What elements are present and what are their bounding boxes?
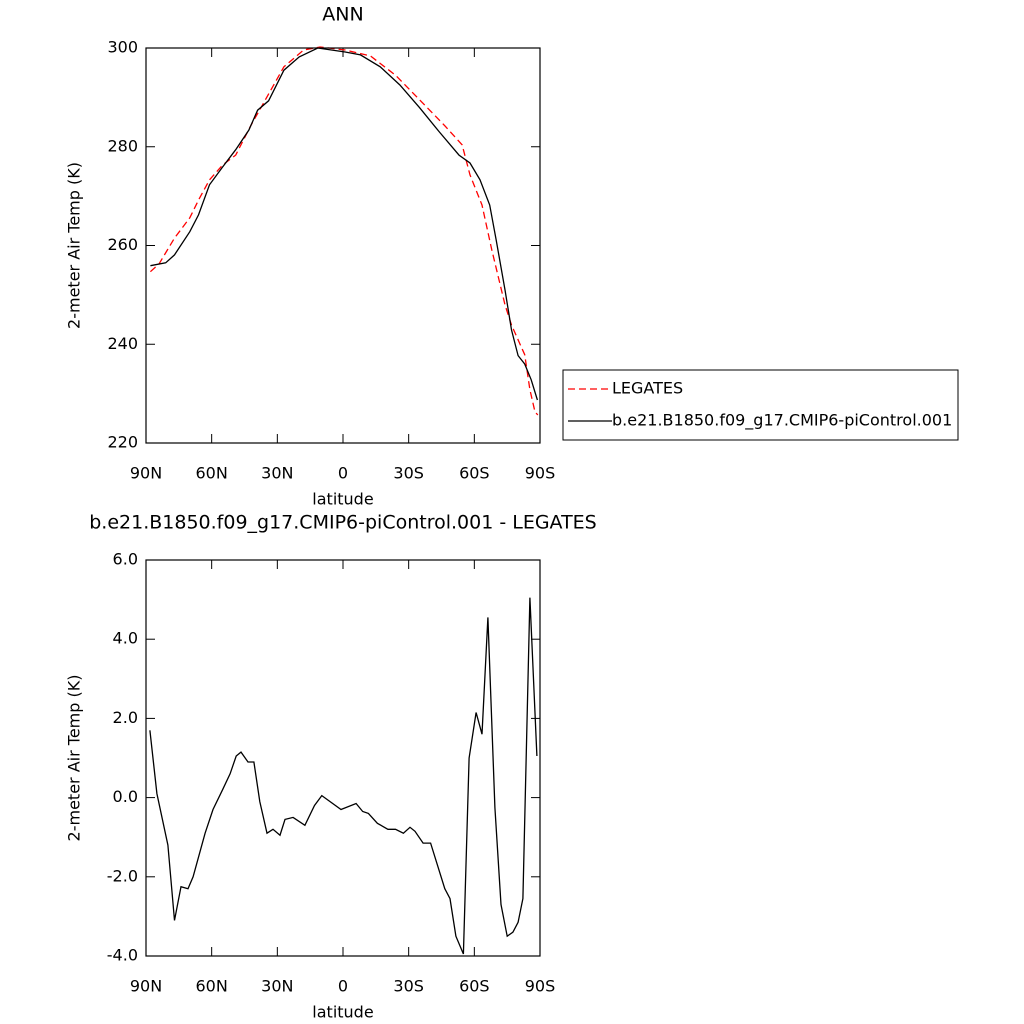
legend-label: LEGATES	[612, 379, 683, 398]
x-tick-label: 60N	[196, 464, 228, 483]
y-tick-label: 0.0	[113, 787, 138, 806]
y-tick-label: -4.0	[107, 946, 138, 965]
y-tick-label: 260	[107, 235, 138, 254]
x-tick-label: 90N	[130, 977, 162, 996]
y-tick-label: 280	[107, 136, 138, 155]
plot-frame	[145, 559, 541, 957]
x-axis-label: latitude	[312, 490, 373, 509]
x-axis-label: latitude	[312, 1003, 373, 1022]
x-tick-label: 0	[338, 464, 348, 483]
y-tick-label: 220	[107, 433, 138, 452]
data-line	[149, 597, 538, 955]
x-tick-label: 90S	[525, 464, 556, 483]
legend-box	[562, 369, 959, 441]
x-tick-label: 60S	[459, 464, 490, 483]
y-tick-label: 300	[107, 38, 138, 57]
x-tick-label: 90S	[525, 977, 556, 996]
chart-title: b.e21.B1850.f09_g17.CMIP6-piControl.001 …	[89, 512, 597, 534]
y-tick-label: 2.0	[113, 708, 138, 727]
x-tick-label: 60S	[459, 977, 490, 996]
x-tick-label: 90N	[130, 464, 162, 483]
plot-frame	[145, 47, 541, 444]
y-axis-label: 2-meter Air Temp (K)	[65, 162, 84, 329]
legend-label: b.e21.B1850.f09_g17.CMIP6-piControl.001	[612, 411, 952, 431]
x-tick-label: 30S	[393, 977, 424, 996]
x-tick-label: 30N	[261, 464, 293, 483]
y-axis-label: 2-meter Air Temp (K)	[65, 675, 84, 842]
chart-title: ANN	[322, 4, 363, 26]
y-tick-label: 240	[107, 334, 138, 353]
x-tick-label: 30N	[261, 977, 293, 996]
y-tick-label: 4.0	[113, 629, 138, 648]
x-tick-label: 60N	[196, 977, 228, 996]
y-tick-label: -2.0	[107, 866, 138, 885]
data-line	[150, 47, 539, 401]
x-tick-label: 0	[338, 977, 348, 996]
y-tick-label: 6.0	[113, 550, 138, 569]
x-tick-label: 30S	[393, 464, 424, 483]
data-line	[149, 46, 539, 416]
